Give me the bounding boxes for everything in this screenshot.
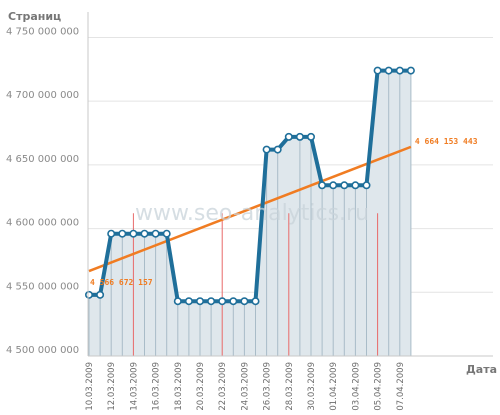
x-tick-label: 18.03.2009 bbox=[174, 362, 184, 411]
x-tick-label: 30.03.2009 bbox=[307, 362, 317, 411]
data-point bbox=[351, 181, 360, 190]
data-point bbox=[118, 229, 127, 238]
data-point bbox=[162, 229, 171, 238]
x-tick-label: 24.03.2009 bbox=[240, 362, 250, 411]
data-point bbox=[218, 297, 227, 306]
x-tick-label: 28.03.2009 bbox=[285, 362, 295, 411]
series-area bbox=[89, 70, 411, 356]
data-point bbox=[96, 290, 105, 299]
data-point bbox=[406, 66, 415, 75]
data-point bbox=[340, 181, 349, 190]
data-point bbox=[395, 66, 404, 75]
data-point bbox=[262, 145, 271, 154]
data-point bbox=[173, 297, 182, 306]
data-point bbox=[129, 229, 138, 238]
y-tick-label: 4 750 000 000 bbox=[6, 26, 79, 37]
y-tick-label: 4 600 000 000 bbox=[6, 218, 79, 229]
watermark: www.seo-analytics.ru bbox=[135, 201, 369, 226]
y-axis-title: Страниц bbox=[8, 10, 61, 23]
data-point bbox=[384, 66, 393, 75]
data-point bbox=[85, 290, 94, 299]
data-point bbox=[329, 181, 338, 190]
data-point bbox=[229, 297, 238, 306]
data-point bbox=[151, 229, 160, 238]
y-tick-label: 4 700 000 000 bbox=[6, 90, 79, 101]
x-tick-label: 22.03.2009 bbox=[218, 362, 228, 411]
x-axis-title: Дата bbox=[466, 363, 497, 376]
trend-line bbox=[88, 145, 412, 273]
x-tick-label: 03.04.2009 bbox=[351, 362, 361, 411]
data-point bbox=[107, 229, 116, 238]
data-point bbox=[306, 132, 315, 141]
x-tick-label: 07.04.2009 bbox=[396, 362, 406, 411]
data-point bbox=[362, 181, 371, 190]
trend-end-label: 4 664 153 443 bbox=[415, 137, 478, 146]
data-point bbox=[273, 145, 282, 154]
data-point bbox=[207, 297, 216, 306]
x-tick-label: 14.03.2009 bbox=[129, 362, 139, 411]
data-point bbox=[295, 132, 304, 141]
y-tick-label: 4 650 000 000 bbox=[6, 154, 79, 165]
x-tick-label: 10.03.2009 bbox=[85, 362, 95, 411]
data-point bbox=[284, 132, 293, 141]
data-point bbox=[140, 229, 149, 238]
x-tick-label: 26.03.2009 bbox=[263, 362, 273, 411]
data-point bbox=[373, 66, 382, 75]
y-tick-label: 4 550 000 000 bbox=[6, 281, 79, 292]
trend-start-label: 4 566 672 157 bbox=[90, 278, 153, 287]
data-point bbox=[240, 297, 249, 306]
data-point bbox=[318, 181, 327, 190]
x-tick-label: 01.04.2009 bbox=[329, 362, 339, 411]
y-tick-label: 4 500 000 000 bbox=[6, 345, 79, 356]
data-point bbox=[251, 297, 260, 306]
data-point bbox=[196, 297, 205, 306]
x-tick-label: 20.03.2009 bbox=[196, 362, 206, 411]
x-tick-label: 05.04.2009 bbox=[374, 362, 384, 411]
x-tick-label: 12.03.2009 bbox=[107, 362, 117, 411]
x-tick-label: 16.03.2009 bbox=[152, 362, 162, 411]
data-point bbox=[184, 297, 193, 306]
